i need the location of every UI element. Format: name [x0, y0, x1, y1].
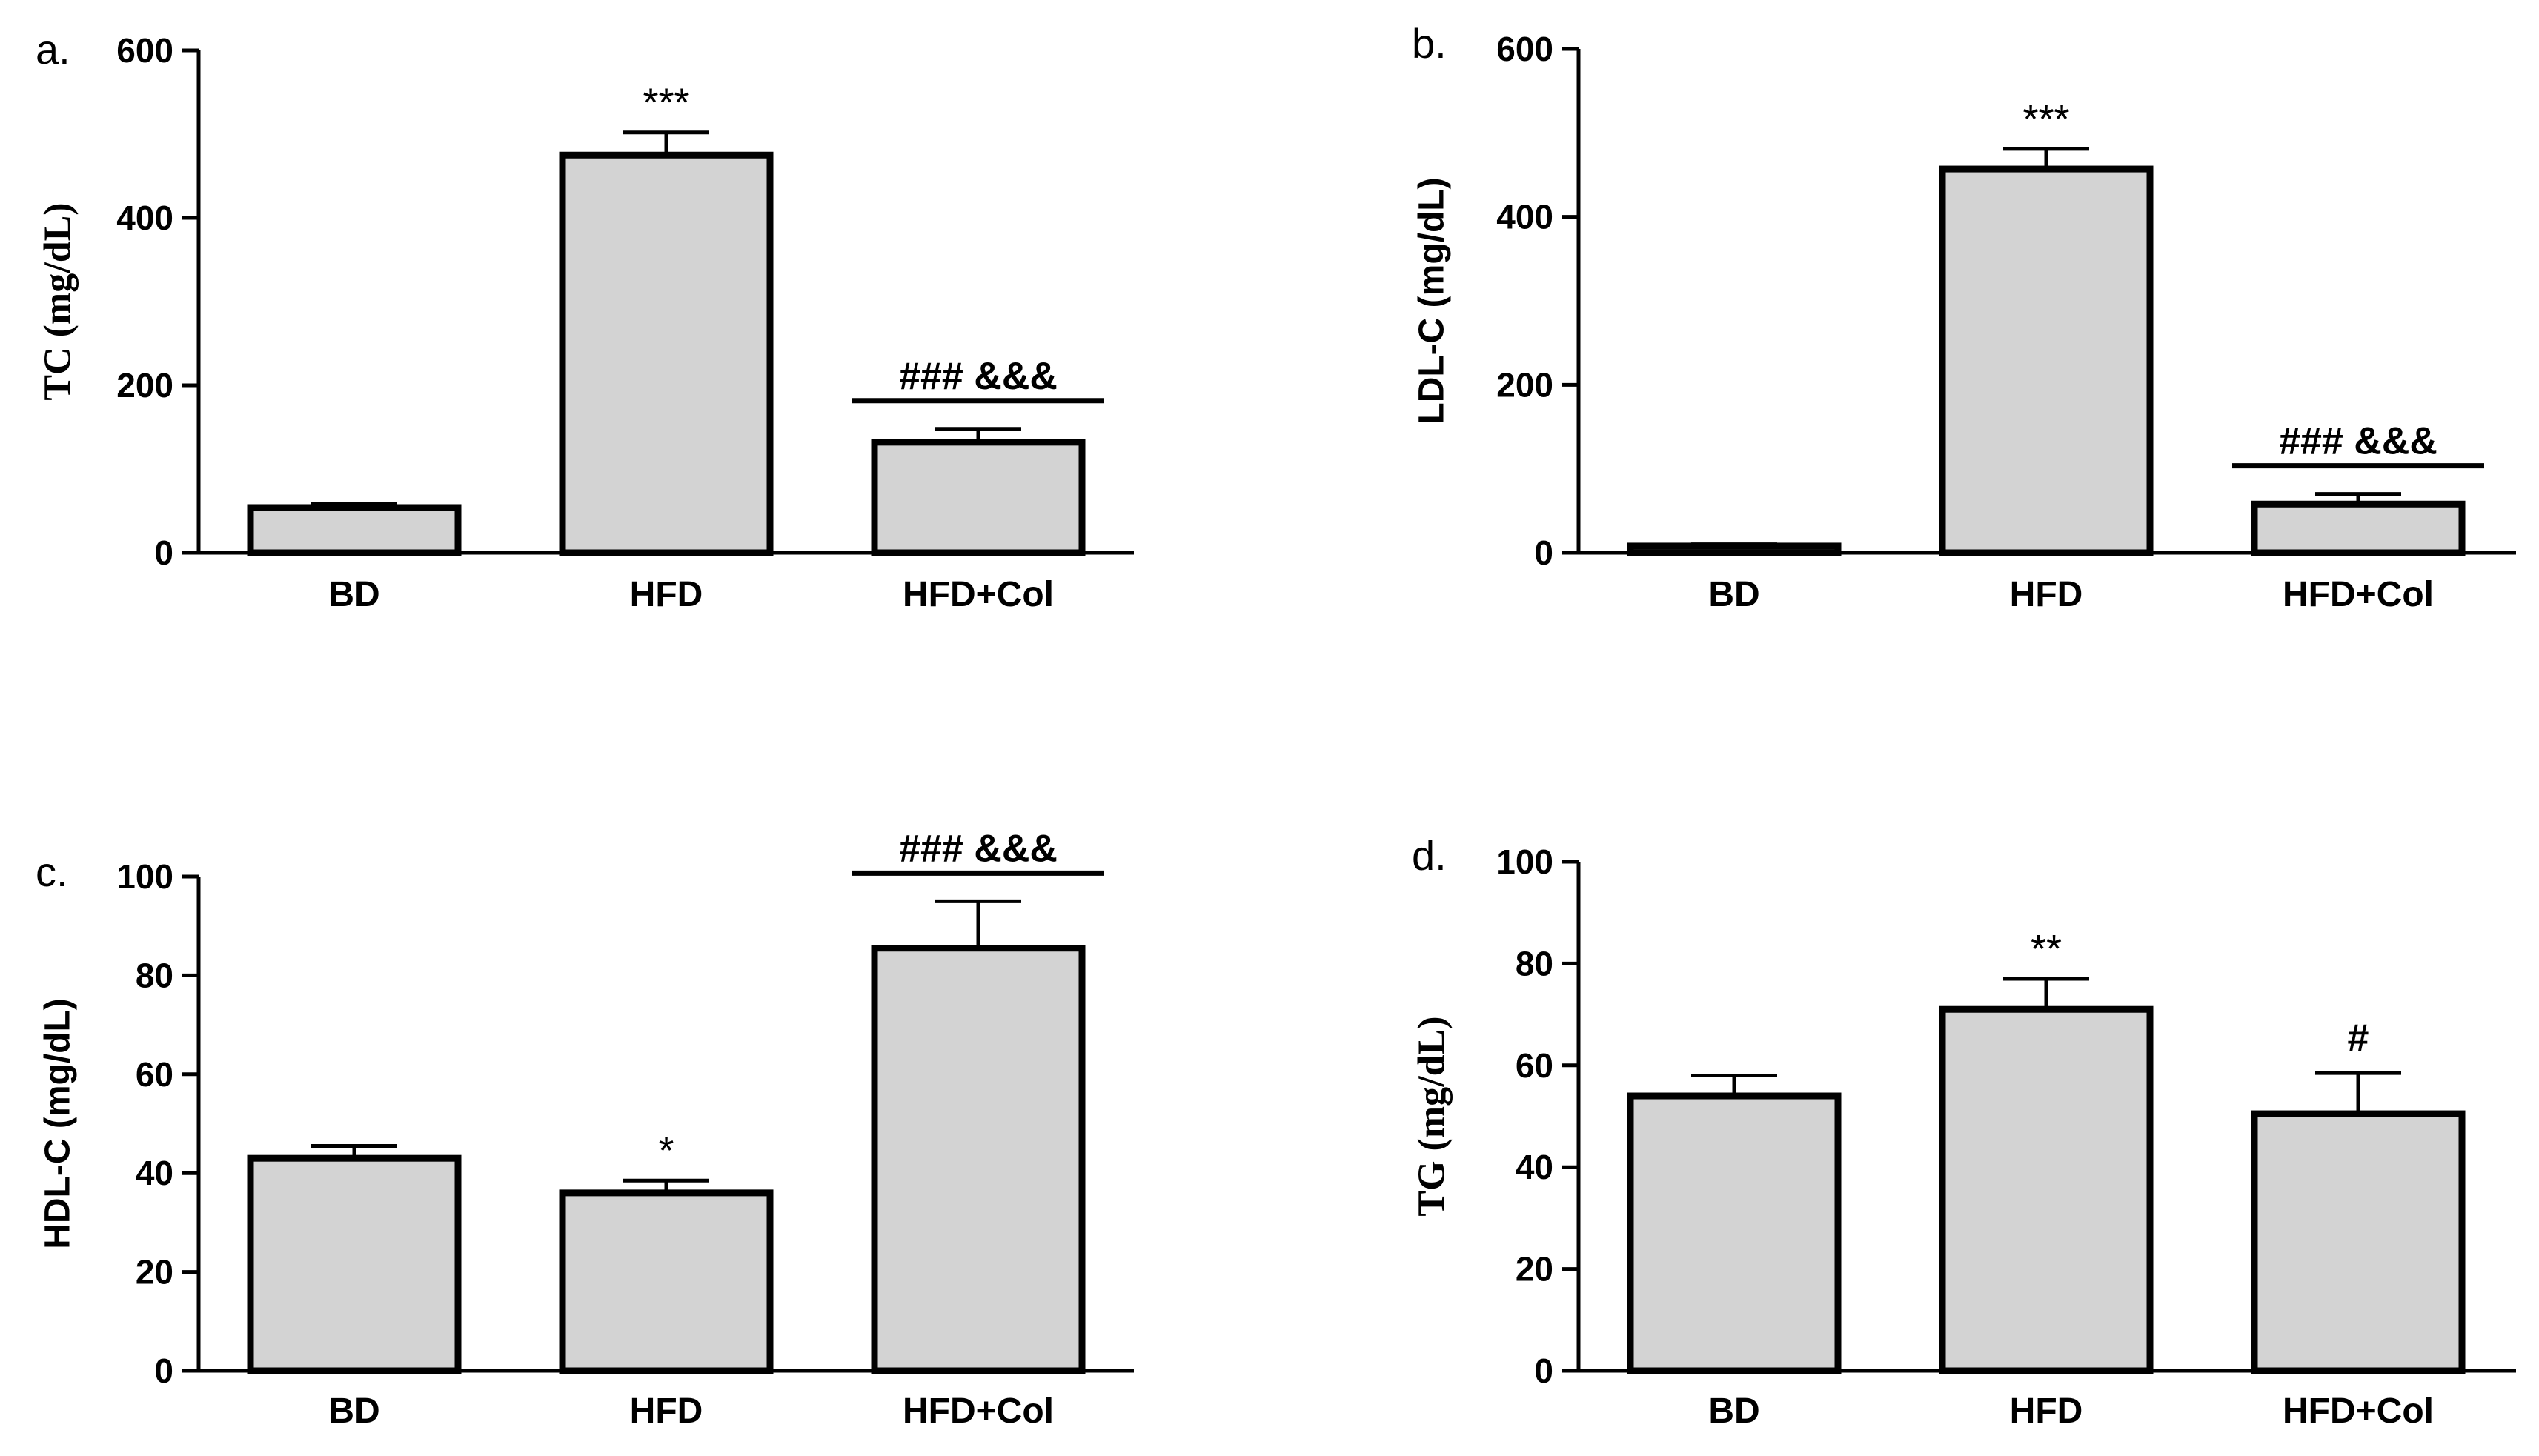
y-tick-label: 600 [1496, 30, 1553, 68]
panel-label: c. [36, 848, 68, 895]
x-tick-label: BD [328, 1392, 379, 1431]
y-tick-label: 20 [1516, 1250, 1553, 1289]
significance-label: ### &&& [899, 827, 1058, 870]
x-tick-label: HFD [2010, 575, 2083, 614]
bar-hfd-col [2251, 500, 2466, 556]
x-tick-label: HFD [2010, 1392, 2083, 1431]
bar-hfd [1939, 1005, 2154, 1374]
x-tick-label: HFD [630, 1392, 703, 1431]
y-tick-label: 40 [1516, 1148, 1553, 1186]
y-tick-label: 0 [154, 1352, 173, 1390]
bar-bd [1627, 542, 1842, 556]
y-tick-label: 200 [1496, 365, 1553, 404]
x-tick-label: HFD+Col [2283, 575, 2434, 614]
bar-hfd-col [871, 439, 1086, 556]
panel-c: c. HDL-C (mg/dL) 0 20 40 60 80 100 BD HFD HFD+Col *… [36, 827, 1134, 1431]
panel-d: d. TG (mg/dL) 0 20 40 60 80 100 BD HFD HFD+Col ** # [1411, 832, 2516, 1431]
y-tick-label: 0 [1534, 1352, 1553, 1390]
y-tick-label: 400 [1496, 198, 1553, 236]
panel-b: b. LDL-C (mg/dL) 0 200 400 600 BD HFD HFD+Col ***… [1412, 20, 2516, 614]
panel-label: d. [1412, 832, 1447, 879]
y-tick-label: 60 [136, 1055, 173, 1094]
x-tick-label: BD [1708, 575, 1759, 614]
y-axis-label: TC (mg/dL) [37, 202, 79, 400]
y-tick-label: 80 [1516, 944, 1553, 983]
bar-bd [247, 1154, 462, 1374]
bar-hfd [559, 151, 774, 556]
y-axis-label: LDL-C (mg/dL) [1413, 177, 1452, 424]
y-tick-label: 0 [154, 533, 173, 572]
panel-label: a. [36, 26, 70, 73]
panel-label: b. [1412, 20, 1447, 67]
significance-label: * [658, 1128, 674, 1173]
bar-hfd [1939, 165, 2154, 556]
significance-label: *** [2022, 97, 2069, 142]
y-tick-label: 40 [136, 1154, 173, 1192]
x-tick-label: HFD+Col [903, 1392, 1054, 1431]
y-tick-label: 600 [116, 31, 173, 70]
y-tick-label: 400 [116, 199, 173, 237]
significance-label: ** [2031, 927, 2062, 971]
significance-label: *** [643, 81, 689, 125]
bar-hfd-col [871, 945, 1086, 1374]
x-tick-label: HFD+Col [2283, 1392, 2434, 1431]
y-axis-label: TG (mg/dL) [1411, 1016, 1453, 1216]
significance-label: # [2348, 1017, 2369, 1060]
bar-bd [247, 504, 462, 556]
y-tick-label: 100 [1496, 842, 1553, 881]
y-tick-label: 200 [116, 366, 173, 405]
bar-hfd-col [2251, 1110, 2466, 1374]
significance-label: ### &&& [2279, 420, 2437, 463]
y-tick-label: 80 [136, 956, 173, 994]
significance-label: ### &&& [899, 355, 1058, 398]
bar-bd [1627, 1092, 1842, 1374]
y-tick-label: 100 [116, 857, 173, 896]
x-tick-label: BD [1708, 1392, 1759, 1431]
x-tick-label: HFD [630, 575, 703, 614]
y-axis-label: HDL-C (mg/dL) [39, 998, 78, 1249]
x-tick-label: BD [328, 575, 379, 614]
panel-a: a. TC (mg/dL) 0 200 400 600 BD HFD HFD+Col *** ###… [36, 26, 1134, 614]
y-tick-label: 20 [136, 1253, 173, 1292]
bar-hfd [559, 1189, 774, 1374]
y-tick-label: 0 [1534, 533, 1553, 572]
y-tick-label: 60 [1516, 1046, 1553, 1085]
x-tick-label: HFD+Col [903, 575, 1054, 614]
